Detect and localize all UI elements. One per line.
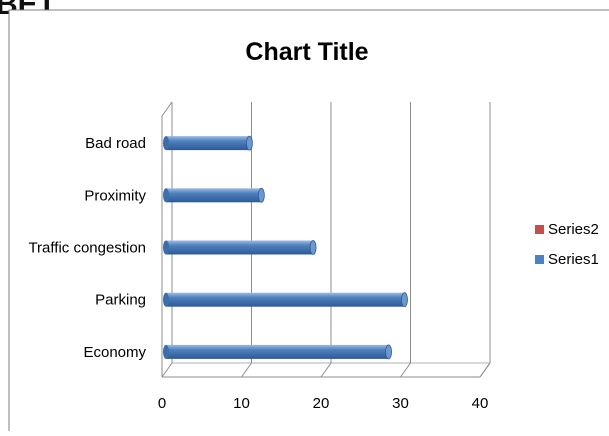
legend-swatch-series1: [535, 255, 544, 264]
category-label: Bad road: [85, 135, 146, 152]
bar-start-cap: [163, 292, 169, 307]
bar-end-cap: [309, 240, 317, 255]
bar-parking: [163, 292, 408, 308]
bar-bad-road: [163, 135, 253, 151]
bar-start-cap: [163, 240, 169, 255]
bar-start-cap: [163, 136, 169, 151]
floor-grid-0: [161, 362, 173, 378]
x-tick-labels: 0 10 20 30 40: [158, 395, 489, 412]
category-label: Parking: [95, 292, 146, 309]
bar-traffic-congestion: [163, 240, 317, 255]
bar-end-cap: [401, 292, 408, 308]
legend: Series2 Series1: [535, 221, 599, 268]
x-tick-label-40: 40: [472, 395, 489, 412]
x-tick-label-30: 30: [392, 395, 409, 412]
bar-economy: [163, 344, 392, 360]
category-label: Economy: [83, 344, 146, 361]
x-tick-label-20: 20: [313, 395, 330, 412]
floor-grid-40: [479, 362, 491, 378]
bar-body: [166, 344, 389, 359]
bar-body: [166, 188, 262, 203]
bar-end-cap: [246, 135, 253, 151]
category-label: Traffic congestion: [28, 240, 146, 257]
bar-body: [166, 136, 250, 151]
bar-start-cap: [163, 188, 169, 203]
bar-proximity: [163, 187, 265, 203]
bar-end-cap: [385, 344, 392, 360]
legend-swatch-series2: [535, 225, 544, 234]
category-labels: Bad road Proximity Traffic congestion Parki…: [28, 135, 146, 361]
chart-title: Chart Title: [245, 38, 368, 66]
floor-grid-10: [241, 362, 252, 378]
bar-start-cap: [163, 344, 169, 359]
x-tick-label-0: 0: [158, 395, 166, 412]
legend-label-series1: Series1: [548, 251, 599, 268]
floor-grid-20: [320, 362, 332, 378]
category-label: Proximity: [84, 187, 146, 204]
floor-grid-30: [400, 362, 411, 378]
bar-body: [166, 240, 314, 255]
bar-body: [166, 292, 405, 307]
x-tick-label-10: 10: [233, 395, 250, 412]
legend-label-series2: Series2: [548, 221, 599, 238]
bar-end-cap: [257, 187, 265, 203]
bars: [163, 135, 408, 360]
chart-border: [8, 9, 609, 436]
left-wall-top-edge: [161, 101, 173, 117]
